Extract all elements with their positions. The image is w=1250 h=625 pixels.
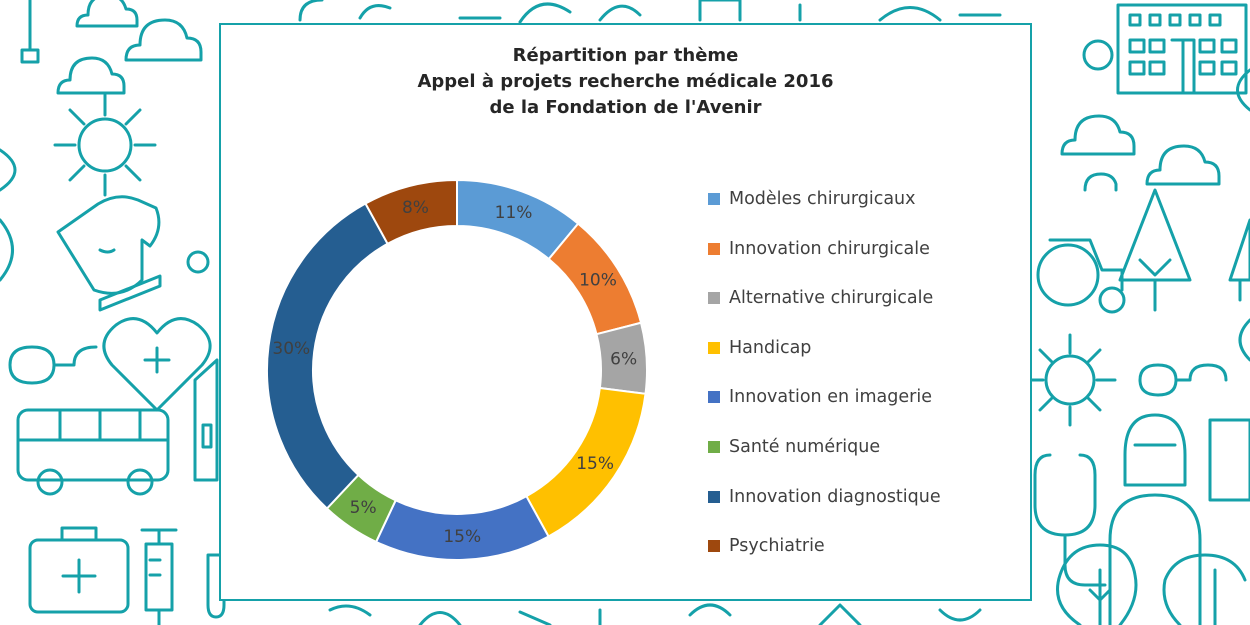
data-label-1: 10%: [579, 271, 617, 291]
legend-label: Innovation chirurgicale: [729, 238, 930, 259]
legend-item-3: Handicap: [708, 338, 811, 358]
medical-kit-icon: [28, 526, 130, 614]
data-label-2: 6%: [610, 350, 637, 370]
cloud-icon: [56, 56, 126, 95]
legend-label: Handicap: [729, 337, 812, 358]
legend-swatch: [708, 490, 720, 503]
legend-label: Modèles chirurgicaux: [729, 189, 916, 209]
data-label-4: 15%: [443, 527, 481, 547]
legend-item-1: Innovation chirurgicale: [708, 239, 930, 259]
legend-swatch: [708, 391, 720, 404]
legend-swatch: [708, 540, 720, 553]
data-label-0: 11%: [495, 203, 533, 223]
building-icon: [193, 358, 219, 482]
legend-label: Santé numérique: [729, 437, 881, 457]
glasses-icon: [8, 345, 98, 385]
bottle-icon: [206, 553, 226, 619]
cloud-icon: [75, 0, 139, 28]
legend-label: Psychiatrie: [729, 536, 825, 557]
data-label-6: 30%: [272, 339, 310, 359]
donut-slice-7: [364, 178, 458, 246]
legend-item-7: Psychiatrie: [708, 536, 825, 556]
legend-item-4: Innovation en imagerie: [708, 387, 932, 407]
chart-title-line-3: de la Fondation de l'Avenir: [489, 97, 762, 118]
tree-icon: [1118, 188, 1192, 312]
legend-swatch: [708, 193, 720, 205]
legend-swatch: [708, 441, 720, 453]
donut-chart: 11% 10% 6% 15% 15% 5% 30% 8%: [266, 178, 648, 561]
legend-label: Innovation diagnostique: [729, 486, 941, 507]
bottom-pattern: [328, 603, 982, 625]
syringe-icon: [140, 528, 178, 625]
legend-swatch: [708, 341, 720, 354]
door-icon: [1208, 418, 1250, 502]
tree-icon: [1162, 553, 1247, 625]
bubble-icon: [186, 250, 210, 274]
legend-item-2: Alternative chirurgicale: [708, 288, 933, 308]
legend-item-6: Innovation diagnostique: [708, 487, 941, 507]
chart-title: Répartition par thème Appel à projets re…: [221, 43, 1030, 121]
chart-title-line-1: Répartition par thème: [512, 45, 739, 66]
tree-icon: [1056, 543, 1138, 625]
tractor-icon: [1036, 238, 1126, 314]
arc-icon: [0, 148, 17, 282]
chart-title-line-2: Appel à projets recherche médicale 2016: [417, 71, 834, 92]
chart-panel: 11% 10% 6% 15% 15% 5% 30% 8% Répartition par th…: [219, 23, 1032, 601]
doctor-icon: [1108, 413, 1202, 625]
data-label-3: 15%: [576, 454, 614, 474]
hospital-icon: [1116, 3, 1248, 95]
legend-item-5: Santé numérique: [708, 437, 880, 457]
heart-icon: [102, 317, 212, 412]
tree-icon: [1228, 218, 1250, 302]
wheel-icon: [1082, 39, 1114, 71]
data-label-7: 8%: [402, 198, 429, 218]
legend-swatch: [708, 292, 720, 305]
cloud-icon: [1083, 172, 1118, 192]
book-icon: [98, 274, 162, 312]
cloud-icon: [124, 18, 203, 62]
dog-icon: [56, 195, 161, 295]
legend-label: Alternative chirurgicale: [729, 288, 934, 309]
sun-icon: [53, 93, 157, 197]
cloud-icon: [1145, 144, 1221, 186]
cloud-icon: [1060, 114, 1136, 156]
stethoscope-icon: [1033, 453, 1107, 587]
arc-icon: [1236, 68, 1250, 362]
glasses-icon: [1138, 363, 1228, 397]
legend-label: Innovation en imagerie: [729, 387, 932, 408]
data-label-5: 5%: [350, 498, 377, 518]
cloud-icon: [298, 0, 1002, 24]
legend-swatch: [708, 242, 720, 255]
legend-item-0: Modèles chirurgicaux: [708, 189, 916, 209]
bus-icon: [16, 408, 170, 496]
lamp-icon: [20, 0, 40, 64]
sun-icon: [1023, 333, 1117, 427]
